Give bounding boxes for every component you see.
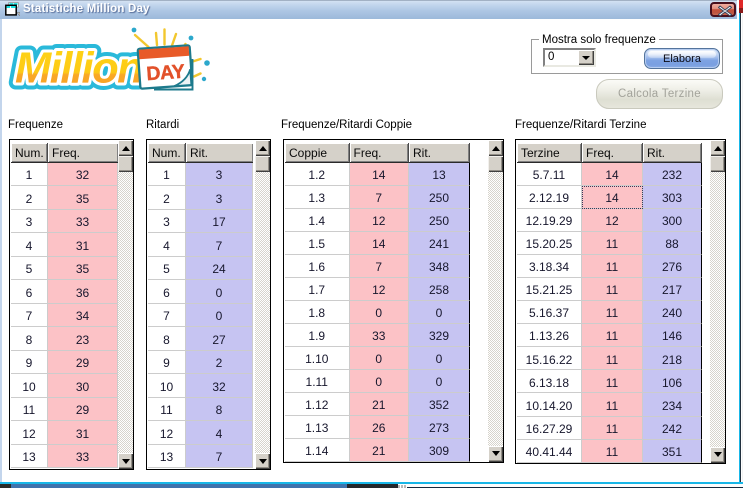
svg-text:Million: Million bbox=[15, 45, 142, 93]
svg-text:Million: Million bbox=[15, 45, 142, 93]
svg-text:Million: Million bbox=[15, 45, 142, 93]
svg-text:DAY: DAY bbox=[146, 61, 186, 86]
